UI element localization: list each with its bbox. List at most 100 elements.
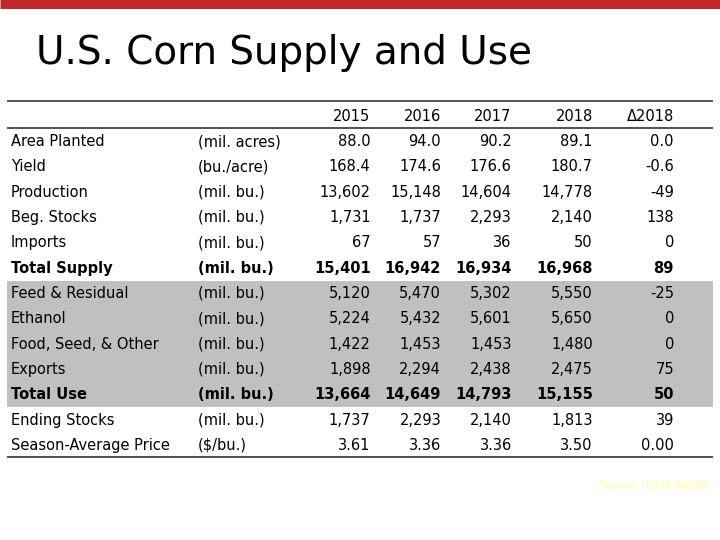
Text: 5,224: 5,224 xyxy=(329,311,371,326)
Text: 14,649: 14,649 xyxy=(384,387,441,402)
Text: 15,401: 15,401 xyxy=(314,261,371,275)
Text: 0.0: 0.0 xyxy=(650,134,674,149)
Text: Beg. Stocks: Beg. Stocks xyxy=(11,210,96,225)
Text: Source: USDA-WAOB: Source: USDA-WAOB xyxy=(598,481,706,490)
Text: 1,453: 1,453 xyxy=(470,336,512,352)
Text: Ag Decision Maker: Ag Decision Maker xyxy=(503,509,706,528)
Text: 15,155: 15,155 xyxy=(536,387,593,402)
Text: 2,293: 2,293 xyxy=(470,210,512,225)
Text: 75: 75 xyxy=(655,362,674,377)
Text: Exports: Exports xyxy=(11,362,66,377)
Text: Ethanol: Ethanol xyxy=(11,311,66,326)
Text: Total Use: Total Use xyxy=(11,387,86,402)
Text: 90.2: 90.2 xyxy=(479,134,512,149)
Text: 2,140: 2,140 xyxy=(470,413,512,428)
Text: Total Supply: Total Supply xyxy=(11,261,112,275)
Text: 36: 36 xyxy=(493,235,512,251)
Text: 14,604: 14,604 xyxy=(461,185,512,200)
Text: 2,140: 2,140 xyxy=(551,210,593,225)
Text: 94.0: 94.0 xyxy=(408,134,441,149)
Text: 5,601: 5,601 xyxy=(470,311,512,326)
Text: 16,942: 16,942 xyxy=(384,261,441,275)
Text: 50: 50 xyxy=(654,387,674,402)
Text: (mil. bu.): (mil. bu.) xyxy=(198,311,264,326)
Text: (mil. bu.): (mil. bu.) xyxy=(198,261,274,275)
Text: 1,480: 1,480 xyxy=(551,336,593,352)
Text: 3.61: 3.61 xyxy=(338,438,371,453)
Text: 14,778: 14,778 xyxy=(541,185,593,200)
Text: 67: 67 xyxy=(352,235,371,251)
Text: 50: 50 xyxy=(575,235,593,251)
Text: 5,120: 5,120 xyxy=(329,286,371,301)
Bar xyxy=(7,357,713,382)
Text: 3.50: 3.50 xyxy=(560,438,593,453)
Text: (bu./acre): (bu./acre) xyxy=(198,159,269,174)
Text: Imports: Imports xyxy=(11,235,67,251)
Bar xyxy=(7,382,713,407)
Text: 2,475: 2,475 xyxy=(551,362,593,377)
Text: -25: -25 xyxy=(650,286,674,301)
Text: 176.6: 176.6 xyxy=(470,159,512,174)
Text: 3.36: 3.36 xyxy=(409,438,441,453)
Text: 3.36: 3.36 xyxy=(480,438,512,453)
Text: 2,294: 2,294 xyxy=(400,362,441,377)
Bar xyxy=(7,306,713,332)
Text: 5,302: 5,302 xyxy=(470,286,512,301)
Text: 180.7: 180.7 xyxy=(551,159,593,174)
Text: (mil. bu.): (mil. bu.) xyxy=(198,185,264,200)
Text: 88.0: 88.0 xyxy=(338,134,371,149)
Text: -0.6: -0.6 xyxy=(645,159,674,174)
Bar xyxy=(7,281,713,306)
Text: ($/bu.): ($/bu.) xyxy=(198,438,247,453)
Bar xyxy=(7,332,713,357)
Text: 168.4: 168.4 xyxy=(329,159,371,174)
Text: (mil. bu.): (mil. bu.) xyxy=(198,286,264,301)
Text: 15,148: 15,148 xyxy=(390,185,441,200)
Text: Area Planted: Area Planted xyxy=(11,134,104,149)
Text: (mil. bu.): (mil. bu.) xyxy=(198,235,264,251)
Text: 5,650: 5,650 xyxy=(551,311,593,326)
Text: (mil. bu.): (mil. bu.) xyxy=(198,210,264,225)
Text: 5,470: 5,470 xyxy=(400,286,441,301)
Text: U.S. Corn Supply and Use: U.S. Corn Supply and Use xyxy=(36,35,532,72)
Text: 39: 39 xyxy=(656,413,674,428)
Text: 0: 0 xyxy=(665,336,674,352)
Text: IOWA STATE UNIVERSITY: IOWA STATE UNIVERSITY xyxy=(14,477,264,495)
Text: 89.1: 89.1 xyxy=(560,134,593,149)
Text: 5,550: 5,550 xyxy=(551,286,593,301)
Text: 16,934: 16,934 xyxy=(455,261,512,275)
Text: Feed & Residual: Feed & Residual xyxy=(11,286,128,301)
Text: 13,664: 13,664 xyxy=(314,387,371,402)
Text: 2,293: 2,293 xyxy=(400,413,441,428)
Text: 57: 57 xyxy=(423,235,441,251)
Text: 1,453: 1,453 xyxy=(400,336,441,352)
Text: 16,968: 16,968 xyxy=(536,261,593,275)
Text: (mil. acres): (mil. acres) xyxy=(198,134,281,149)
Text: (mil. bu.): (mil. bu.) xyxy=(198,387,274,402)
Text: (mil. bu.): (mil. bu.) xyxy=(198,362,264,377)
Text: Food, Seed, & Other: Food, Seed, & Other xyxy=(11,336,158,352)
Text: 1,422: 1,422 xyxy=(329,336,371,352)
Text: 2017: 2017 xyxy=(474,109,512,124)
Text: 1,737: 1,737 xyxy=(400,210,441,225)
Text: (mil. bu.): (mil. bu.) xyxy=(198,336,264,352)
Text: 1,731: 1,731 xyxy=(329,210,371,225)
Text: 174.6: 174.6 xyxy=(400,159,441,174)
Text: Ending Stocks: Ending Stocks xyxy=(11,413,114,428)
Text: 2018: 2018 xyxy=(556,109,593,124)
Text: Yield: Yield xyxy=(11,159,45,174)
Text: 2016: 2016 xyxy=(404,109,441,124)
Text: 1,737: 1,737 xyxy=(329,413,371,428)
Text: 1,813: 1,813 xyxy=(552,413,593,428)
Text: 89: 89 xyxy=(654,261,674,275)
Text: 5,432: 5,432 xyxy=(400,311,441,326)
Text: 0: 0 xyxy=(665,311,674,326)
Text: 0: 0 xyxy=(665,235,674,251)
Text: 13,602: 13,602 xyxy=(320,185,371,200)
Text: -49: -49 xyxy=(650,185,674,200)
Text: Δ2018: Δ2018 xyxy=(626,109,674,124)
Text: (mil. bu.): (mil. bu.) xyxy=(198,413,264,428)
Text: 138: 138 xyxy=(647,210,674,225)
Text: 1,898: 1,898 xyxy=(329,362,371,377)
Text: 0.00: 0.00 xyxy=(641,438,674,453)
